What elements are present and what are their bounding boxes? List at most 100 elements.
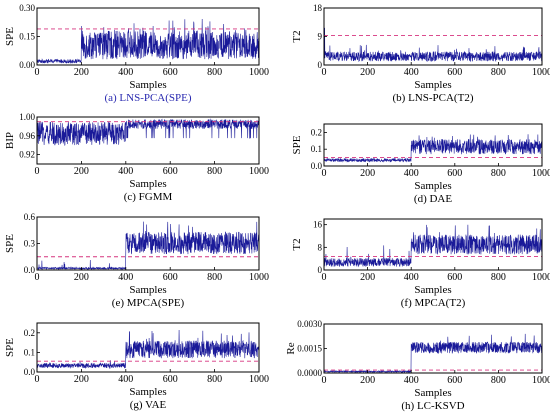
panel-caption: (g) VAE: [130, 399, 167, 411]
x-tick-label: 0: [35, 272, 40, 283]
y-tick-label: 0.2: [311, 127, 322, 137]
panel-caption: (h) LC-KSVD: [401, 400, 464, 412]
x-tick-label: 200: [74, 166, 89, 177]
panel-caption: (d) DAE: [414, 193, 452, 205]
x-tick-label: 1000: [532, 168, 550, 179]
plot-frame: [36, 116, 260, 165]
panel-caption: (f) MPCA(T2): [401, 297, 466, 309]
series-line: [36, 221, 260, 271]
x-axis-label: Samples: [129, 79, 166, 91]
y-tick-label: 0.3: [24, 239, 36, 249]
x-tick-label: 600: [163, 67, 178, 78]
series-line: [323, 134, 543, 163]
x-axis-label: Samples: [414, 79, 451, 91]
x-tick-label: 1000: [532, 375, 550, 386]
y-tick-label: 1.00: [19, 112, 35, 122]
x-tick-label: 800: [207, 374, 222, 385]
y-tick-label: 0.92: [19, 150, 35, 160]
x-tick-label: 400: [404, 67, 419, 78]
y-tick-label: 0: [318, 265, 323, 275]
x-tick-label: 200: [74, 272, 89, 283]
y-tick-label: 0.0: [24, 265, 36, 275]
panel-a: 0 200 400 600 800 1000 0.00 0.15 0.30 SPE Samples(…: [4, 3, 269, 104]
x-tick-label: 600: [163, 272, 178, 283]
panel-e: 0 200 400 600 800 1000 0.0 0.3 0.6 SPE Samples(e) …: [4, 212, 269, 309]
x-tick-label: 0: [322, 375, 327, 386]
x-tick-label: 800: [491, 375, 506, 386]
panel-d: 0 200 400 600 800 1000 0.0 0.1 0.2 SPE Samples(d) …: [291, 123, 550, 205]
x-tick-label: 800: [491, 272, 506, 283]
x-tick-label: 400: [118, 272, 133, 283]
panel-caption: (a) LNS-PCA(SPE): [104, 92, 191, 104]
x-tick-label: 800: [491, 168, 506, 179]
y-tick-label: 0.0: [24, 367, 36, 377]
panel-g: 0 200 400 600 800 1000 0.0 0.1 0.2 SPE Samples(g) …: [4, 322, 269, 411]
plot-frame: [36, 322, 260, 373]
x-tick-label: 200: [74, 374, 89, 385]
x-axis-label: Samples: [129, 284, 166, 296]
x-axis-label: Samples: [414, 180, 451, 192]
series-line: [36, 18, 260, 64]
x-tick-label: 400: [404, 272, 419, 283]
x-tick-label: 400: [404, 375, 419, 386]
x-tick-label: 0: [35, 374, 40, 385]
x-tick-label: 200: [360, 272, 375, 283]
x-tick-label: 0: [35, 166, 40, 177]
series-line: [323, 27, 543, 63]
series-line: [323, 333, 543, 374]
y-tick-label: 0.0: [311, 161, 323, 171]
x-tick-label: 600: [447, 168, 462, 179]
y-tick-label: 0.0030: [297, 319, 322, 329]
y-tick-label: 0: [318, 60, 323, 70]
y-tick-label: 0.2: [24, 328, 35, 338]
x-axis-label: Samples: [129, 386, 166, 398]
panel-caption: (e) MPCA(SPE): [112, 297, 185, 309]
panel-b: 0 200 400 600 800 1000 0 9 18 T2 Samples(b) LNS-PC…: [291, 3, 550, 104]
y-tick-label: 8: [318, 242, 323, 252]
y-tick-label: 18: [313, 3, 323, 13]
y-axis-label: SPE: [4, 27, 16, 46]
x-tick-label: 1000: [532, 272, 550, 283]
x-tick-label: 200: [74, 67, 89, 78]
panel-caption: (b) LNS-PCA(T2): [393, 92, 474, 104]
x-tick-label: 600: [447, 375, 462, 386]
plot-frame: [323, 123, 543, 167]
y-tick-label: 0.0015: [297, 344, 322, 354]
y-axis-label: SPE: [4, 234, 16, 253]
y-tick-label: 9: [318, 32, 323, 42]
x-tick-label: 400: [118, 166, 133, 177]
x-tick-label: 400: [118, 67, 133, 78]
x-tick-label: 200: [360, 375, 375, 386]
y-axis-label: T2: [291, 238, 303, 250]
x-axis-label: Samples: [414, 387, 451, 399]
series-line: [323, 224, 543, 268]
plot-frame: [323, 218, 543, 271]
y-axis-label: SPE: [291, 135, 303, 154]
y-axis-label: Re: [285, 342, 297, 354]
x-tick-label: 800: [207, 272, 222, 283]
x-tick-label: 0: [35, 67, 40, 78]
x-tick-label: 1000: [249, 374, 269, 385]
x-tick-label: 0: [322, 67, 327, 78]
x-tick-label: 800: [207, 166, 222, 177]
y-axis-label: BIP: [4, 132, 16, 149]
x-tick-label: 200: [360, 168, 375, 179]
y-axis-label: T2: [291, 30, 303, 42]
panel-f: 0 200 400 600 800 1000 0 8 16 T2 Samples(f) MPCA(T…: [291, 218, 550, 309]
y-tick-label: 0.1: [24, 347, 35, 357]
series-line: [36, 329, 260, 369]
x-tick-label: 1000: [532, 67, 550, 78]
y-tick-label: 0.30: [19, 3, 35, 13]
x-tick-label: 600: [447, 67, 462, 78]
x-tick-label: 600: [163, 374, 178, 385]
panel-caption: (c) FGMM: [124, 191, 173, 203]
x-tick-label: 200: [360, 67, 375, 78]
x-tick-label: 400: [118, 374, 133, 385]
y-tick-label: 0.1: [311, 144, 322, 154]
x-tick-label: 1000: [249, 166, 269, 177]
x-tick-label: 400: [404, 168, 419, 179]
y-axis-label: SPE: [4, 338, 16, 357]
x-tick-label: 600: [163, 166, 178, 177]
